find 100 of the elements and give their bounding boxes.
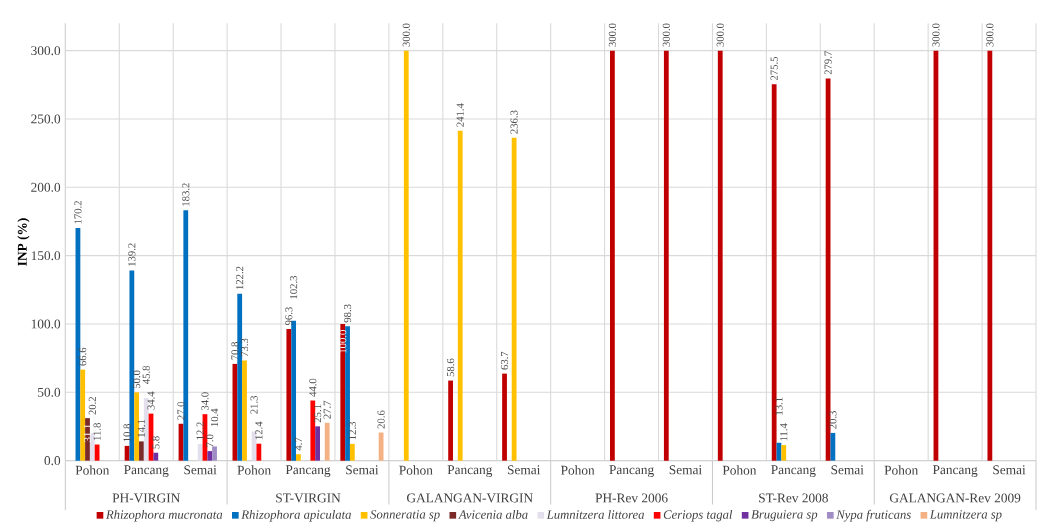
x-tick-label: Pohon [884, 465, 919, 475]
y-axis-title: INP (%) [17, 218, 30, 266]
x-tick-label: Pancang [285, 465, 331, 477]
bar [987, 50, 993, 461]
data-label: 241.4 [456, 103, 464, 127]
x-tick-label: Pancang [771, 465, 816, 477]
y-tick-label: 250.0 [31, 114, 61, 124]
x-tick-label: Pancang [447, 465, 493, 477]
data-label: 183.2 [182, 183, 190, 206]
data-label: 12.3 [348, 422, 356, 440]
legend-label: Avicenia alba [458, 509, 528, 519]
bar [143, 398, 149, 461]
bar [457, 130, 463, 461]
data-label: 10.8 [123, 424, 131, 442]
bar [80, 369, 86, 461]
data-label: 96.3 [285, 307, 293, 326]
data-label: 14.1 [137, 419, 146, 437]
data-label: 27.7 [323, 400, 331, 419]
text: ST-VIRGIN [276, 493, 341, 503]
bar [89, 433, 95, 461]
x-tick-label: Semai [346, 465, 379, 475]
bar [212, 446, 217, 461]
data-label: 12.2 [196, 422, 204, 440]
legend-label: Lumnitzera littorea [546, 509, 644, 519]
bar [256, 443, 262, 461]
x-tick-label: Pancang [932, 465, 978, 477]
bar [315, 426, 320, 461]
bar [340, 323, 346, 461]
x-tick-label: Semai [507, 465, 541, 475]
data-label: 66.6 [79, 347, 87, 366]
x-tick-label: Pohon [237, 465, 271, 475]
data-label: 102.3 [290, 276, 298, 299]
x-tick-label: Pohon [399, 465, 433, 475]
text: PH-Rev 2006 [595, 493, 668, 503]
x-tick-label: Pohon [75, 465, 110, 475]
y-tick-label: 100.0 [31, 319, 61, 329]
data-label: 44.0 [309, 378, 317, 397]
y-tick-label: 50.0 [38, 387, 61, 397]
data-label: 50.0 [133, 370, 141, 389]
bar [830, 432, 836, 461]
data-label: 20.3 [829, 411, 837, 429]
bar [310, 400, 316, 461]
data-label: 300.0 [932, 23, 940, 47]
x-tick-label: Semai [669, 465, 702, 475]
data-label: 20.6 [377, 410, 385, 429]
bar [291, 320, 297, 461]
data-label: 34.4 [147, 391, 155, 410]
x-tick-label: Pancang [609, 465, 654, 477]
text: PH-VIRGIN [112, 493, 180, 503]
text: ST-Rev 2008 [759, 493, 828, 503]
bar [197, 443, 203, 461]
data-label: 7.0 [206, 434, 214, 447]
legend-label: Lumnitzera sp [929, 510, 1002, 522]
bar [242, 360, 247, 461]
bar [349, 443, 355, 461]
legend-label: Rhizophora mucronata [105, 509, 223, 522]
data-label: 63.7 [500, 351, 509, 370]
bar [286, 329, 292, 461]
data-label: 300.0 [608, 23, 617, 47]
bar [207, 451, 213, 461]
bar [129, 270, 135, 461]
data-label: 300.0 [402, 23, 410, 47]
bar [139, 441, 144, 461]
y-tick-label: 300.0 [31, 46, 61, 56]
x-tick-label: Semai [831, 465, 864, 475]
data-label: 10.4 [210, 408, 219, 427]
data-label: 12.4 [255, 421, 263, 440]
y-tick-label: 200.0 [31, 182, 61, 192]
bar [153, 452, 159, 461]
bar [717, 50, 723, 461]
x-tick-label: Pohon [722, 465, 757, 475]
data-label: 122.2 [236, 266, 244, 290]
bar [511, 137, 517, 461]
data-label: 300.0 [986, 23, 994, 47]
data-label: 58.6 [446, 358, 455, 377]
bar [345, 326, 350, 461]
data-label: 45.8 [142, 365, 150, 384]
bar [378, 432, 384, 461]
data-label: 20.2 [88, 396, 96, 415]
text: GALANGAN-VIRGIN [407, 493, 533, 503]
x-tick-label: Pohon [560, 465, 595, 475]
data-label: 236.3 [510, 110, 518, 134]
data-label: 11.8 [93, 423, 101, 440]
data-label: 139.2 [128, 243, 136, 266]
data-label: 300.0 [716, 23, 724, 47]
data-label: 11.4 [780, 423, 788, 441]
data-label: 13.1 [775, 397, 783, 415]
data-label: 300.0 [662, 23, 670, 47]
data-label: 4.7 [294, 437, 302, 451]
x-tick-label: Semai [993, 465, 1026, 475]
data-label: 27.0 [177, 401, 185, 420]
data-label: 170.2 [74, 201, 82, 224]
x-tick-label: Semai [184, 465, 217, 475]
data-label: 34.0 [201, 392, 209, 411]
data-label: 98.3 [343, 304, 352, 323]
y-tick-label: 0.0 [44, 456, 61, 466]
data-label: 73.3 [240, 338, 249, 357]
bar [237, 293, 243, 461]
data-label: 25.1 [313, 404, 322, 423]
bar [134, 392, 140, 461]
